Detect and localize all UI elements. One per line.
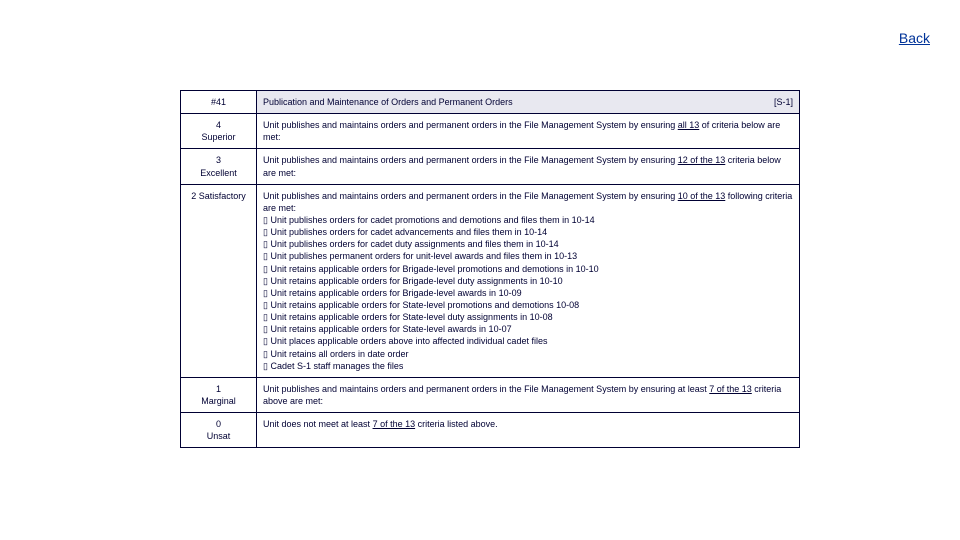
- bullet-item: ▯ Unit retains applicable orders for Sta…: [263, 311, 793, 323]
- criteria-cell-4: Unit publishes and maintains orders and …: [257, 114, 800, 149]
- bullet-item: ▯ Unit retains applicable orders for Bri…: [263, 287, 793, 299]
- score-cell-2: 2 Satisfactory: [181, 184, 257, 377]
- score-label: Marginal: [187, 395, 250, 407]
- header-title: Publication and Maintenance of Orders an…: [263, 97, 513, 107]
- bullet-item: ▯ Unit publishes orders for cadet duty a…: [263, 238, 793, 250]
- header-row: #41 Publication and Maintenance of Order…: [181, 91, 800, 114]
- bullet-item: ▯ Unit publishes orders for cadet advanc…: [263, 226, 793, 238]
- score-label: Unsat: [187, 430, 250, 442]
- criteria-pre: Unit publishes and maintains orders and …: [263, 191, 678, 201]
- score-number: 1: [187, 383, 250, 395]
- criteria-underline: 7 of the 13: [709, 384, 752, 394]
- criteria-pre: Unit does not meet at least: [263, 419, 373, 429]
- criteria-pre: Unit publishes and maintains orders and …: [263, 155, 678, 165]
- score-cell-1: 1 Marginal: [181, 377, 257, 412]
- rubric-table: #41 Publication and Maintenance of Order…: [180, 90, 800, 448]
- criteria-cell-1: Unit publishes and maintains orders and …: [257, 377, 800, 412]
- score-number: 3: [187, 154, 250, 166]
- criteria-underline: 10 of the 13: [678, 191, 726, 201]
- score-number: 4: [187, 119, 250, 131]
- bullet-item: ▯ Unit retains applicable orders for Bri…: [263, 275, 793, 287]
- bullet-item: ▯ Unit retains applicable orders for Bri…: [263, 263, 793, 275]
- bullet-item: ▯ Unit places applicable orders above in…: [263, 335, 793, 347]
- bullet-item: ▯ Cadet S-1 staff manages the files: [263, 360, 793, 372]
- bullet-item: ▯ Unit publishes permanent orders for un…: [263, 250, 793, 262]
- table-row: 4 Superior Unit publishes and maintains …: [181, 114, 800, 149]
- criteria-underline: 12 of the 13: [678, 155, 726, 165]
- criteria-cell-0: Unit does not meet at least 7 of the 13 …: [257, 413, 800, 448]
- header-id: #41: [181, 91, 257, 114]
- criteria-underline: all 13: [678, 120, 700, 130]
- table-row: 0 Unsat Unit does not meet at least 7 of…: [181, 413, 800, 448]
- bullet-item: ▯ Unit retains applicable orders for Sta…: [263, 323, 793, 335]
- bullet-item: ▯ Unit retains applicable orders for Sta…: [263, 299, 793, 311]
- header-title-cell: Publication and Maintenance of Orders an…: [257, 91, 800, 114]
- criteria-pre: Unit publishes and maintains orders and …: [263, 120, 678, 130]
- criteria-pre: Unit publishes and maintains orders and …: [263, 384, 709, 394]
- score-cell-0: 0 Unsat: [181, 413, 257, 448]
- table-row: 3 Excellent Unit publishes and maintains…: [181, 149, 800, 184]
- table-row: 2 Satisfactory Unit publishes and mainta…: [181, 184, 800, 377]
- criteria-post: criteria listed above.: [415, 419, 498, 429]
- back-link[interactable]: Back: [899, 30, 930, 46]
- score-label: Superior: [187, 131, 250, 143]
- criteria-cell-3: Unit publishes and maintains orders and …: [257, 149, 800, 184]
- score-cell-3: 3 Excellent: [181, 149, 257, 184]
- table-row: 1 Marginal Unit publishes and maintains …: [181, 377, 800, 412]
- score-cell-4: 4 Superior: [181, 114, 257, 149]
- criteria-underline: 7 of the 13: [373, 419, 416, 429]
- bullet-item: ▯ Unit retains all orders in date order: [263, 348, 793, 360]
- score-label: Excellent: [187, 167, 250, 179]
- bullet-item: ▯ Unit publishes orders for cadet promot…: [263, 214, 793, 226]
- score-number: 0: [187, 418, 250, 430]
- criteria-cell-2: Unit publishes and maintains orders and …: [257, 184, 800, 377]
- header-code: [S-1]: [774, 96, 793, 108]
